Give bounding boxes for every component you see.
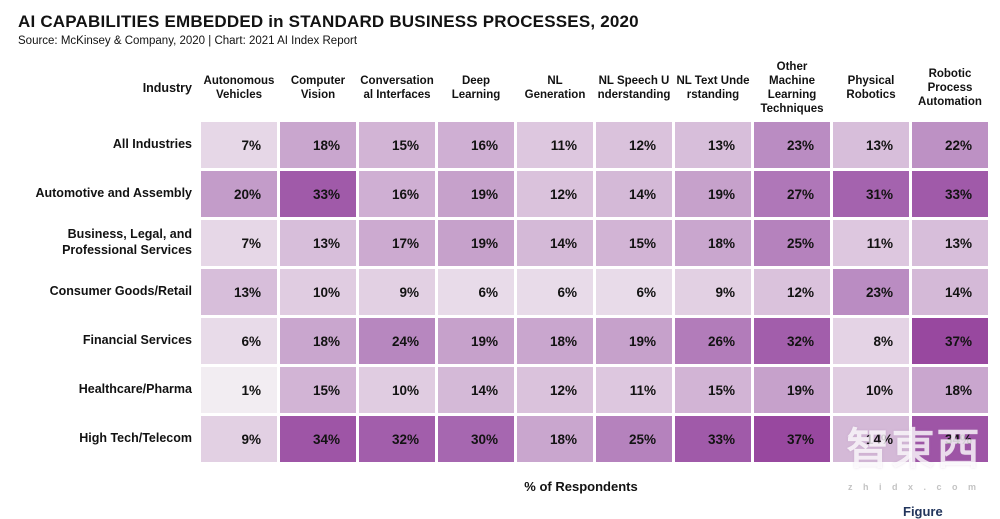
heatmap-cell: 33% bbox=[280, 171, 356, 217]
heatmap-cell: 19% bbox=[438, 318, 514, 364]
heatmap-cell: 11% bbox=[517, 122, 593, 168]
column-header: Autonomous Vehicles bbox=[203, 74, 275, 101]
heatmap-cell: 19% bbox=[675, 171, 751, 217]
heatmap-cell: 14% bbox=[517, 220, 593, 266]
row-label: Consumer Goods/Retail bbox=[49, 284, 192, 299]
heatmap-cell: 25% bbox=[596, 416, 672, 462]
heatmap-cell: 34% bbox=[912, 416, 988, 462]
heatmap-cell: 16% bbox=[438, 122, 514, 168]
heatmap-cell: 14% bbox=[912, 269, 988, 315]
heatmap-cell: 7% bbox=[201, 220, 277, 266]
heatmap-cell: 12% bbox=[517, 171, 593, 217]
heatmap-cell: 6% bbox=[596, 269, 672, 315]
heatmap-cell: 37% bbox=[912, 318, 988, 364]
x-axis-label: % of Respondents bbox=[524, 479, 638, 494]
heatmap-cell: 23% bbox=[754, 122, 830, 168]
heatmap-cell: 18% bbox=[517, 318, 593, 364]
heatmap-cell: 17% bbox=[359, 220, 435, 266]
heatmap-cell: 33% bbox=[912, 171, 988, 217]
heatmap-cell: 31% bbox=[833, 171, 909, 217]
heatmap-cell: 11% bbox=[596, 367, 672, 413]
heatmap-cell: 32% bbox=[359, 416, 435, 462]
heatmap-cell: 19% bbox=[754, 367, 830, 413]
heatmap-cell: 13% bbox=[201, 269, 277, 315]
heatmap-cell: 13% bbox=[833, 122, 909, 168]
row-label: All Industries bbox=[112, 137, 192, 152]
heatmap-cell: 37% bbox=[754, 416, 830, 462]
heatmap-cell: 15% bbox=[280, 367, 356, 413]
column-header: Physical Robotics bbox=[846, 74, 896, 101]
chart-header: AI CAPABILITIES EMBEDDED in STANDARD BUS… bbox=[0, 0, 1000, 47]
heatmap-cell: 10% bbox=[280, 269, 356, 315]
industry-corner-label: Industry bbox=[142, 81, 192, 95]
column-header: Deep Learning bbox=[451, 74, 501, 101]
heatmap-cell: 22% bbox=[912, 122, 988, 168]
column-header: NL Speech U nderstanding bbox=[597, 74, 671, 101]
heatmap-grid: Industry Autonomous Vehicles Computer Visi… bbox=[8, 57, 990, 462]
source-caption: Source: McKinsey & Company, 2020 | Chart… bbox=[18, 35, 358, 47]
heatmap-cell: 13% bbox=[280, 220, 356, 266]
heatmap-cell: 32% bbox=[754, 318, 830, 364]
heatmap-cell: 20% bbox=[201, 171, 277, 217]
page-title: AI CAPABILITIES EMBEDDED in STANDARD BUS… bbox=[18, 12, 639, 31]
heatmap-cell: 10% bbox=[833, 367, 909, 413]
heatmap-cell: 27% bbox=[754, 171, 830, 217]
heatmap-cell: 15% bbox=[675, 367, 751, 413]
heatmap-cell: 24% bbox=[359, 318, 435, 364]
heatmap-cell: 18% bbox=[912, 367, 988, 413]
heatmap-cell: 6% bbox=[438, 269, 514, 315]
heatmap-cell: 1% bbox=[201, 367, 277, 413]
figure-caption-partial: Figure bbox=[903, 504, 943, 519]
column-header: NL Text Unde rstanding bbox=[676, 74, 750, 101]
column-header: Other Machine Learning Techniques bbox=[760, 60, 824, 116]
column-header: NL Generation bbox=[524, 74, 586, 101]
row-label: High Tech/Telecom bbox=[79, 431, 192, 446]
heatmap-cell: 14% bbox=[833, 416, 909, 462]
heatmap-cell: 6% bbox=[517, 269, 593, 315]
heatmap-cell: 13% bbox=[912, 220, 988, 266]
column-header: Computer Vision bbox=[290, 74, 346, 101]
heatmap-cell: 11% bbox=[833, 220, 909, 266]
heatmap-cell: 19% bbox=[596, 318, 672, 364]
heatmap-cell: 18% bbox=[280, 318, 356, 364]
heatmap-cell: 18% bbox=[675, 220, 751, 266]
heatmap-cell: 14% bbox=[438, 367, 514, 413]
heatmap-cell: 12% bbox=[596, 122, 672, 168]
heatmap-cell: 30% bbox=[438, 416, 514, 462]
heatmap-cell: 19% bbox=[438, 171, 514, 217]
row-label: Healthcare/Pharma bbox=[78, 382, 192, 397]
heatmap-cell: 10% bbox=[359, 367, 435, 413]
heatmap-cell: 34% bbox=[280, 416, 356, 462]
heatmap-cell: 12% bbox=[517, 367, 593, 413]
heatmap-cell: 14% bbox=[596, 171, 672, 217]
heatmap-cell: 18% bbox=[517, 416, 593, 462]
heatmap-cell: 19% bbox=[438, 220, 514, 266]
heatmap-cell: 26% bbox=[675, 318, 751, 364]
heatmap-cell: 6% bbox=[201, 318, 277, 364]
heatmap-cell: 25% bbox=[754, 220, 830, 266]
column-header: Robotic Process Automation bbox=[918, 67, 982, 108]
heatmap-cell: 12% bbox=[754, 269, 830, 315]
heatmap-cell: 13% bbox=[675, 122, 751, 168]
heatmap-cell: 7% bbox=[201, 122, 277, 168]
heatmap-cell: 9% bbox=[201, 416, 277, 462]
heatmap-cell: 9% bbox=[675, 269, 751, 315]
column-header: Conversation al Interfaces bbox=[360, 74, 434, 101]
heatmap-cell: 9% bbox=[359, 269, 435, 315]
row-label: Financial Services bbox=[82, 333, 192, 348]
heatmap-cell: 15% bbox=[596, 220, 672, 266]
heatmap-cell: 23% bbox=[833, 269, 909, 315]
row-label: Automotive and Assembly bbox=[35, 186, 192, 201]
heatmap-cell: 15% bbox=[359, 122, 435, 168]
heatmap-cell: 8% bbox=[833, 318, 909, 364]
heatmap-cell: 33% bbox=[675, 416, 751, 462]
heatmap-cell: 18% bbox=[280, 122, 356, 168]
heatmap-cell: 16% bbox=[359, 171, 435, 217]
row-label: Business, Legal, and Professional Servic… bbox=[62, 227, 192, 257]
